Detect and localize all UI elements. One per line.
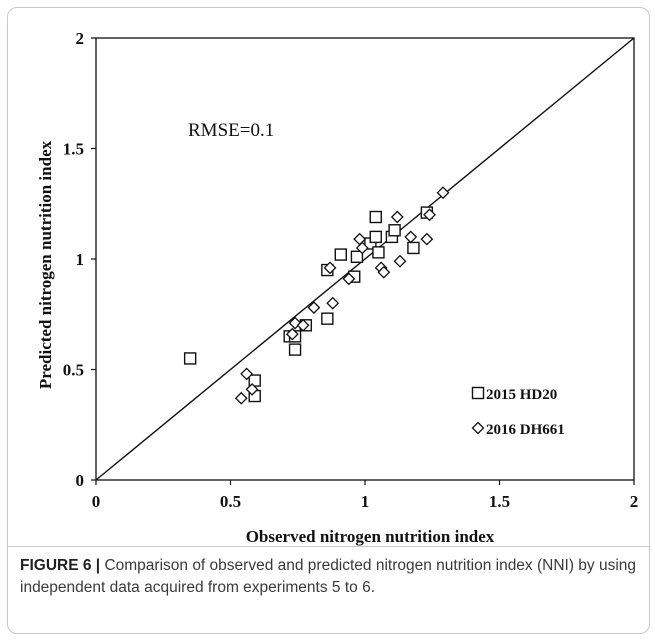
y-tick-label: 0 bbox=[76, 471, 85, 490]
data-point-2015-hd20 bbox=[183, 352, 197, 365]
y-axis-label: Predicted nitrogen nutrition index bbox=[36, 140, 55, 389]
data-point-2016-dh661 bbox=[307, 301, 321, 315]
legend-marker-square bbox=[471, 386, 485, 400]
data-point-2015-hd20 bbox=[350, 250, 364, 263]
data-point-2015-hd20 bbox=[388, 224, 401, 237]
legend: 2015 HD20 2016 DH661 bbox=[471, 386, 565, 438]
data-point-2015-hd20 bbox=[288, 343, 302, 356]
data-point-2016-dh661 bbox=[296, 318, 310, 332]
data-point-2016-dh661 bbox=[377, 265, 391, 279]
data-point-2015-hd20 bbox=[334, 248, 347, 261]
rmse-annotation: RMSE=0.1 bbox=[188, 120, 274, 141]
data-point-2016-dh661 bbox=[420, 232, 434, 246]
x-tick-label: 2 bbox=[630, 492, 639, 511]
data-point-2016-dh661 bbox=[355, 241, 369, 255]
data-point-2016-dh661 bbox=[393, 254, 407, 268]
caption-text: Comparison of observed and predicted nit… bbox=[20, 557, 637, 596]
y-tick-label: 1 bbox=[76, 250, 85, 269]
data-point-2016-dh661 bbox=[240, 367, 254, 381]
data-point-2015-hd20 bbox=[407, 241, 420, 255]
legend-marker-diamond bbox=[471, 421, 485, 435]
data-point-2016-dh661 bbox=[423, 208, 436, 222]
scatter-chart: 0 0.5 1 1.5 2 0 0.5 1 1.5 2 RMSE=0.1 Observed nit… bbox=[36, 29, 639, 546]
data-point-2016-dh661 bbox=[234, 391, 248, 405]
y-tick-label: 2 bbox=[76, 29, 85, 48]
x-axis-label: Observed nitrogen nutrition index bbox=[246, 527, 495, 546]
x-tick-label: 0 bbox=[92, 492, 101, 511]
data-point-2016-dh661 bbox=[326, 296, 340, 310]
x-tick-label: 0.5 bbox=[220, 492, 241, 511]
data-point-2016-dh661 bbox=[245, 382, 259, 396]
one-to-one-line bbox=[95, 37, 635, 481]
x-tick-label: 1.5 bbox=[489, 492, 510, 511]
x-tick-label: 1 bbox=[361, 492, 370, 511]
figure-caption: FIGURE 6 | Comparison of observed and pr… bbox=[20, 555, 640, 599]
data-point-2016-dh661 bbox=[342, 272, 356, 286]
data-point-2015-hd20 bbox=[321, 312, 334, 325]
data-point-2015-hd20 bbox=[372, 246, 385, 259]
legend-label: 2016 DH661 bbox=[486, 422, 565, 438]
data-point-2016-dh661 bbox=[436, 186, 450, 200]
y-tick-label: 0.5 bbox=[63, 361, 84, 380]
data-point-2016-dh661 bbox=[404, 230, 418, 244]
caption-divider bbox=[8, 546, 649, 547]
y-tick-label: 1.5 bbox=[63, 140, 84, 159]
data-point-2016-dh661 bbox=[390, 210, 404, 224]
data-point-2015-hd20 bbox=[369, 210, 382, 224]
data-point-2015-hd20 bbox=[369, 230, 382, 244]
legend-label: 2015 HD20 bbox=[486, 387, 557, 403]
data-point-2016-dh661 bbox=[323, 261, 337, 275]
data-point-2016-dh661 bbox=[285, 327, 299, 341]
figure-panel: 0 0.5 1 1.5 2 0 0.5 1 1.5 2 RMSE=0.1 Observed nit… bbox=[7, 7, 650, 634]
caption-label: FIGURE 6 | bbox=[20, 557, 101, 574]
